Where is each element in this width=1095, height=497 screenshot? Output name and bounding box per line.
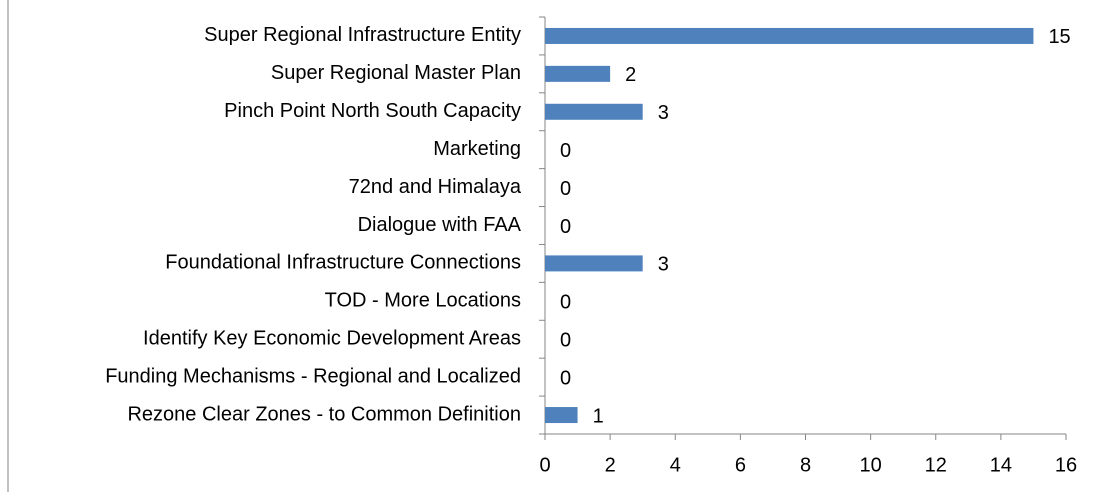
bar <box>545 103 643 120</box>
data-label: 0 <box>560 330 571 352</box>
y-tick-label: Marketing <box>433 138 521 160</box>
data-label: 0 <box>560 292 571 314</box>
y-tick-label: Pinch Point North South Capacity <box>224 100 521 122</box>
x-tick-label: 14 <box>990 454 1012 476</box>
data-label: 3 <box>658 102 669 124</box>
data-label: 0 <box>560 216 571 238</box>
data-label: 15 <box>1048 26 1070 48</box>
x-tick-label: 16 <box>1055 454 1077 476</box>
x-tick-label: 8 <box>800 454 811 476</box>
y-tick-label: Foundational Infrastructure Connections <box>165 252 521 274</box>
x-tick-label: 12 <box>925 454 947 476</box>
y-tick-label: Super Regional Master Plan <box>271 62 521 84</box>
bar <box>545 255 643 272</box>
bar <box>545 407 578 424</box>
x-tick-label: 6 <box>735 454 746 476</box>
x-tick-label: 2 <box>605 454 616 476</box>
x-tick-label: 0 <box>539 454 550 476</box>
y-tick-label: Super Regional Infrastructure Entity <box>204 24 521 46</box>
bar <box>545 27 1034 44</box>
y-tick-label: Identify Key Economic Development Areas <box>143 328 521 350</box>
data-label: 0 <box>560 178 571 200</box>
data-label: 0 <box>560 140 571 162</box>
y-tick-label: 72nd and Himalaya <box>349 176 522 198</box>
y-tick-label: Rezone Clear Zones - to Common Definitio… <box>127 403 521 425</box>
data-label: 1 <box>593 405 604 427</box>
y-tick-label: TOD - More Locations <box>325 290 521 312</box>
y-tick-label: Dialogue with FAA <box>358 214 522 236</box>
y-tick-label: Funding Mechanisms - Regional and Locali… <box>105 365 521 387</box>
data-label: 2 <box>625 64 636 86</box>
bar <box>545 65 611 82</box>
x-tick-label: 10 <box>860 454 882 476</box>
data-label: 3 <box>658 254 669 276</box>
data-label: 0 <box>560 367 571 389</box>
x-tick-label: 4 <box>670 454 681 476</box>
